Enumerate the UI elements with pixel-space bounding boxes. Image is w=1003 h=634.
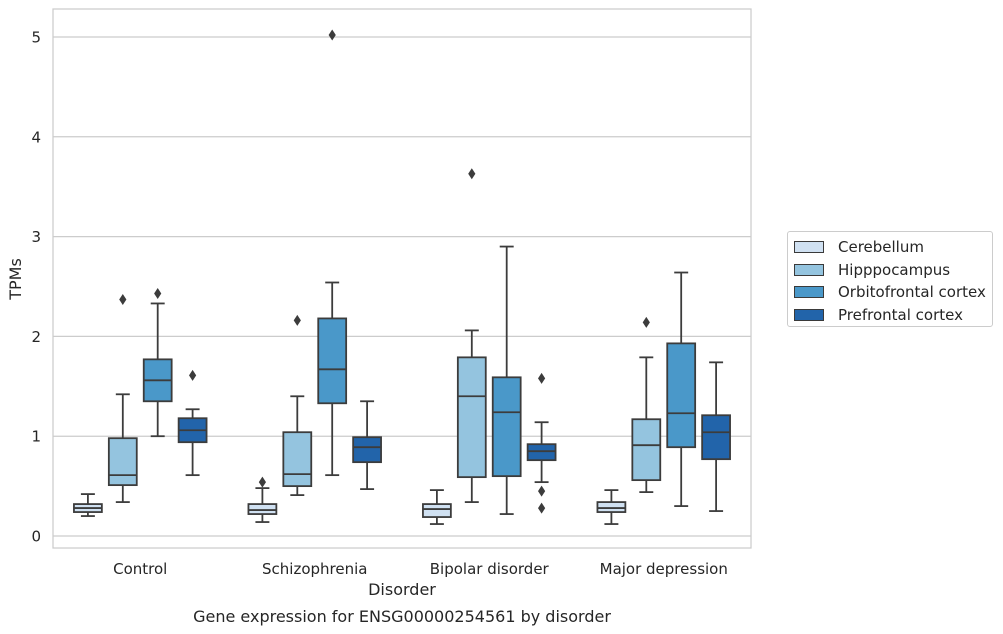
- outlier-point: [154, 287, 162, 299]
- box-iqr: [282, 431, 313, 488]
- y-tick-label: 1: [31, 428, 41, 446]
- box-iqr: [631, 418, 662, 482]
- legend-label: Hipppocampus: [838, 260, 951, 279]
- chart-title: Gene expression for ENSG00000254561 by d…: [193, 607, 611, 626]
- box-iqr: [352, 436, 382, 464]
- box-prefrontal-cortex: [352, 400, 382, 491]
- outlier-point: [328, 29, 336, 41]
- box-hipppocampus: [456, 168, 487, 503]
- box-orbitofrontal-cortex: [142, 287, 173, 438]
- outlier-point: [119, 293, 127, 305]
- legend-swatch: [794, 308, 824, 321]
- legend-item: Hipppocampus: [792, 259, 992, 282]
- legend-label: Prefrontal cortex: [838, 305, 963, 324]
- x-tick-label: Major depression: [600, 560, 728, 578]
- box-iqr: [456, 356, 487, 479]
- y-tick-label: 5: [31, 28, 41, 46]
- outlier-point: [468, 168, 476, 180]
- x-tick-label: Control: [113, 560, 167, 578]
- legend-swatch: [794, 286, 824, 299]
- x-tick-label: Schizophrenia: [262, 560, 367, 578]
- y-tick-label: 2: [31, 328, 41, 346]
- box-cerebellum: [73, 493, 103, 517]
- box-hipppocampus: [107, 293, 138, 503]
- legend-item: Prefrontal cortex: [792, 304, 992, 327]
- legend-label: Orbitofrontal cortex: [838, 283, 986, 302]
- box-orbitofrontal-cortex: [491, 245, 522, 515]
- box-iqr: [491, 376, 522, 478]
- legend: Cerebellum Hipppocampus Orbitofrontal cort…: [787, 231, 993, 327]
- legend-item: Cerebellum: [792, 236, 992, 259]
- box-prefrontal-cortex: [701, 361, 731, 512]
- box-iqr: [247, 503, 278, 515]
- box-cerebellum: [422, 489, 452, 525]
- x-tick-label: Bipolar disorder: [430, 560, 550, 578]
- box-iqr: [701, 414, 731, 461]
- box-hipppocampus: [631, 316, 662, 494]
- box-iqr: [107, 437, 138, 487]
- box-cerebellum: [596, 489, 627, 525]
- box-cerebellum: [247, 476, 278, 523]
- outlier-point: [293, 314, 301, 326]
- outlier-point: [189, 369, 197, 381]
- plot-area-frame: [52, 8, 752, 549]
- outlier-point: [258, 476, 266, 488]
- box-iqr: [666, 342, 697, 449]
- legend-swatch: [794, 263, 824, 276]
- y-tick-label: 4: [31, 128, 41, 146]
- outlier-point: [538, 485, 546, 497]
- box-iqr: [422, 503, 452, 518]
- outlier-point: [538, 502, 546, 514]
- legend-item: Orbitofrontal cortex: [792, 281, 992, 304]
- box-prefrontal-cortex: [177, 369, 208, 477]
- y-tick-label: 3: [31, 228, 41, 246]
- y-axis-label: TPMs: [6, 258, 25, 301]
- box-iqr: [317, 317, 348, 405]
- box-iqr: [596, 501, 627, 513]
- box-hipppocampus: [282, 314, 313, 496]
- legend-swatch: [794, 241, 824, 254]
- outlier-point: [538, 372, 546, 384]
- y-tick-label: 0: [31, 528, 41, 546]
- box-prefrontal-cortex: [526, 372, 557, 514]
- box-iqr: [526, 443, 557, 462]
- box-orbitofrontal-cortex: [666, 271, 697, 507]
- legend-label: Cerebellum: [838, 238, 924, 257]
- x-axis-label: Disorder: [368, 580, 436, 599]
- outlier-point: [642, 316, 650, 328]
- box-orbitofrontal-cortex: [317, 29, 348, 477]
